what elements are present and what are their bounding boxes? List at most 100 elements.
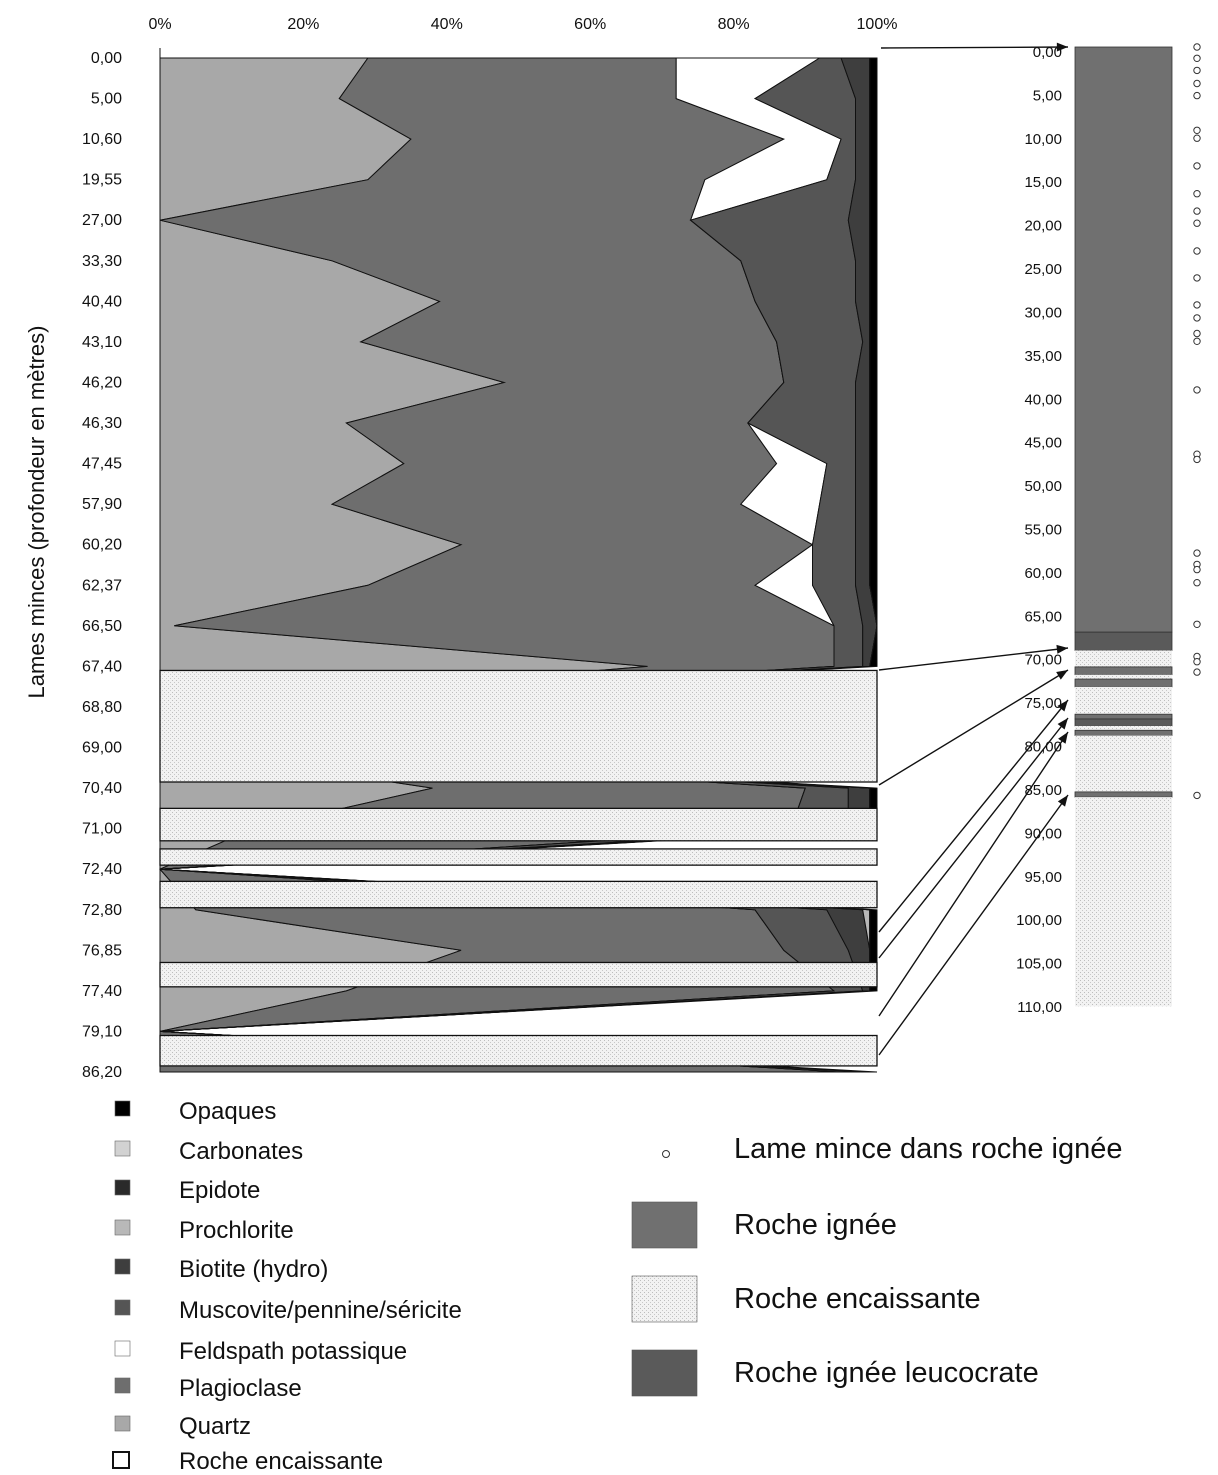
stacked-area-plot <box>159 48 878 1073</box>
column-tick-label: 85,00 <box>1024 782 1062 799</box>
sample-marker <box>1193 386 1201 394</box>
column-tick-label: 100,00 <box>1016 912 1062 929</box>
sample-depth-label: 10,60 <box>82 131 122 148</box>
sample-depth-label: 79,10 <box>82 1023 122 1040</box>
column-tick-label: 40,00 <box>1024 391 1062 408</box>
sample-depth-label: 46,30 <box>82 415 122 432</box>
column-interval-5 <box>1074 678 1173 688</box>
sample-depth-label: 33,30 <box>82 253 122 270</box>
sample-depth-label: 72,80 <box>82 902 122 919</box>
mineral-swatch-6 <box>114 1340 131 1357</box>
sample-markers <box>1193 43 1201 800</box>
column-legend-label: Lame mince dans roche ignée <box>734 1133 1123 1165</box>
column-tick-label: 35,00 <box>1024 348 1062 365</box>
mineral-swatch-8 <box>114 1415 131 1432</box>
column-interval-13 <box>1074 791 1173 798</box>
column-tick-label: 105,00 <box>1016 956 1062 973</box>
column-tick-label: 20,00 <box>1024 218 1062 235</box>
arrow-head <box>1056 644 1068 654</box>
sample-depth-label: 43,10 <box>82 334 122 351</box>
correlation-arrow-1 <box>878 647 1069 671</box>
column-interval-2 <box>1075 650 1172 667</box>
sample-marker <box>1193 219 1201 227</box>
sample-marker <box>1193 274 1201 282</box>
column-interval-10 <box>1075 725 1172 731</box>
sample-marker <box>1193 314 1201 322</box>
sample-depth-label: 69,00 <box>82 740 122 757</box>
column-tick-label: 60,00 <box>1024 565 1062 582</box>
series-area-8 <box>159 57 878 1073</box>
column-legend-label: Roche encaissante <box>734 1283 981 1315</box>
mineral-legend-label: Quartz <box>179 1413 251 1440</box>
sample-depth-label: 77,40 <box>82 983 122 1000</box>
host-rock-band-3 <box>159 880 878 909</box>
column-tick-label: 45,00 <box>1024 435 1062 452</box>
column-interval-6 <box>1075 686 1172 698</box>
column-legend-label: Roche ignée leucocrate <box>734 1357 1039 1389</box>
sample-marker <box>1193 565 1201 574</box>
sample-marker <box>1193 668 1201 676</box>
sample-depth-label: 0,00 <box>91 50 122 67</box>
sample-marker <box>1193 620 1201 628</box>
column-tick-label: 65,00 <box>1024 608 1062 625</box>
sample-depth-label: 47,45 <box>82 456 122 473</box>
sample-depth-label: 19,55 <box>82 172 122 189</box>
host-rock-band-2 <box>159 848 878 866</box>
sample-marker <box>1193 791 1201 800</box>
sample-marker <box>1193 43 1201 51</box>
mineral-swatch-7 <box>114 1377 131 1394</box>
column-tick-label: 15,00 <box>1024 174 1062 191</box>
sample-marker <box>1193 329 1201 338</box>
sample-marker <box>1193 190 1201 198</box>
sample-marker <box>1193 162 1201 170</box>
y-axis-sample-labels: 0,00 5,00 10,60 19,55 27,00 33,30 40,40 43,10 46… <box>82 50 122 1081</box>
sample-marker <box>1193 455 1201 464</box>
mineral-legend-label: Biotite (hydro) <box>179 1256 328 1283</box>
column-interval-14 <box>1075 797 1172 1007</box>
sample-marker <box>1193 66 1201 75</box>
column-legend-swatch-2 <box>631 1275 698 1323</box>
correlation-arrow-2 <box>878 669 1069 786</box>
arrow-head <box>1058 732 1068 744</box>
column-interval-8 <box>1074 713 1173 720</box>
sample-depth-label: 46,20 <box>82 375 122 392</box>
correlation-arrow-4 <box>878 717 1069 959</box>
sample-depth-label: 62,37 <box>82 577 122 594</box>
sample-depth-label: 57,90 <box>82 496 122 513</box>
column-interval-11 <box>1074 729 1173 736</box>
host-rock-band-5 <box>159 1034 878 1067</box>
mineral-legend-label: Carbonates <box>179 1138 303 1165</box>
column-tick-label: 75,00 <box>1024 695 1062 712</box>
correlation-arrow-6 <box>878 794 1069 1056</box>
correlation-arrows <box>878 42 1069 1056</box>
arrow-head <box>1057 718 1068 730</box>
sample-marker-legend <box>662 1150 670 1158</box>
sample-depth-label: 27,00 <box>82 212 122 229</box>
column-tick-label: 0,00 <box>1033 44 1062 61</box>
column-tick-label: 110,00 <box>1017 999 1062 1016</box>
x-tick-label: 100% <box>857 16 898 33</box>
host-rock-bands <box>159 669 878 1067</box>
column-tick-label: 90,00 <box>1024 825 1062 842</box>
correlation-arrow-0 <box>880 46 1069 49</box>
sample-marker <box>1193 658 1201 666</box>
sample-marker <box>1193 549 1201 557</box>
host-rock-band-4 <box>159 961 878 988</box>
sample-depth-label: 76,85 <box>82 942 122 959</box>
x-tick-label: 40% <box>431 16 463 33</box>
mineral-swatch-4 <box>114 1258 131 1275</box>
mineral-legend-label: Plagioclase <box>179 1375 302 1402</box>
mineral-legend-label: Prochlorite <box>179 1217 294 1244</box>
column-tick-label: 25,00 <box>1024 261 1062 278</box>
sample-marker <box>1193 301 1201 309</box>
mineral-legend-label: Muscovite/pennine/séricite <box>179 1297 462 1324</box>
mineral-swatch-5 <box>114 1299 131 1316</box>
sample-depth-label: 68,80 <box>82 699 122 716</box>
column-legend: Lame mince dans roche ignée Roche ignée Ro… <box>631 1133 1123 1397</box>
mineral-swatch-0 <box>114 1100 131 1117</box>
column-tick-label: 10,00 <box>1024 131 1062 148</box>
correlation-arrow-3 <box>878 699 1069 933</box>
sample-depth-label: 60,20 <box>82 537 122 554</box>
sample-depth-label: 67,40 <box>82 658 122 675</box>
